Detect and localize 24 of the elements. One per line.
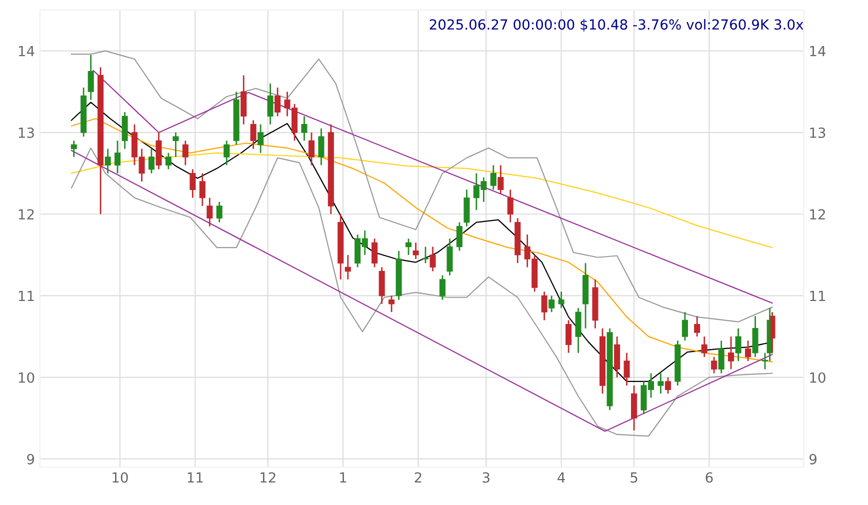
x-tick-label: 4 [558,472,565,483]
x-tick-label: 6 [706,472,713,483]
x-tick-label: 1 [340,472,346,483]
text: 2025.06.27 00:00:00 $10.48 -3.76% vol:2760.9K 3.0x [430,18,804,32]
x-tick-label: 11 [188,472,203,483]
y2-tick-label: 10 [810,372,826,383]
y-tick-label: 13 [18,127,34,138]
x-tick-label: 3 [482,472,490,483]
x-tick-label: 2 [414,472,422,483]
y2-tick-label: 9 [810,454,816,464]
y2-tick-label: 13 [810,127,826,138]
y-tick-label: 9 [27,454,34,464]
y-tick-label: 14 [18,46,34,56]
y2-tick-label: 14 [810,46,826,56]
y2-tick-label: 11 [810,290,826,302]
y-tick-label: 12 [18,209,34,220]
x-tick-label: 12 [260,472,276,483]
x-tick-label: 5 [630,472,638,483]
line-series [70,152,773,248]
line-series [70,50,773,322]
y2-tick-label: 12 [810,209,825,220]
y-tick-label: 11 [18,290,34,302]
y-tick-label: 10 [18,372,34,383]
x-tick-label: 10 [112,472,128,483]
